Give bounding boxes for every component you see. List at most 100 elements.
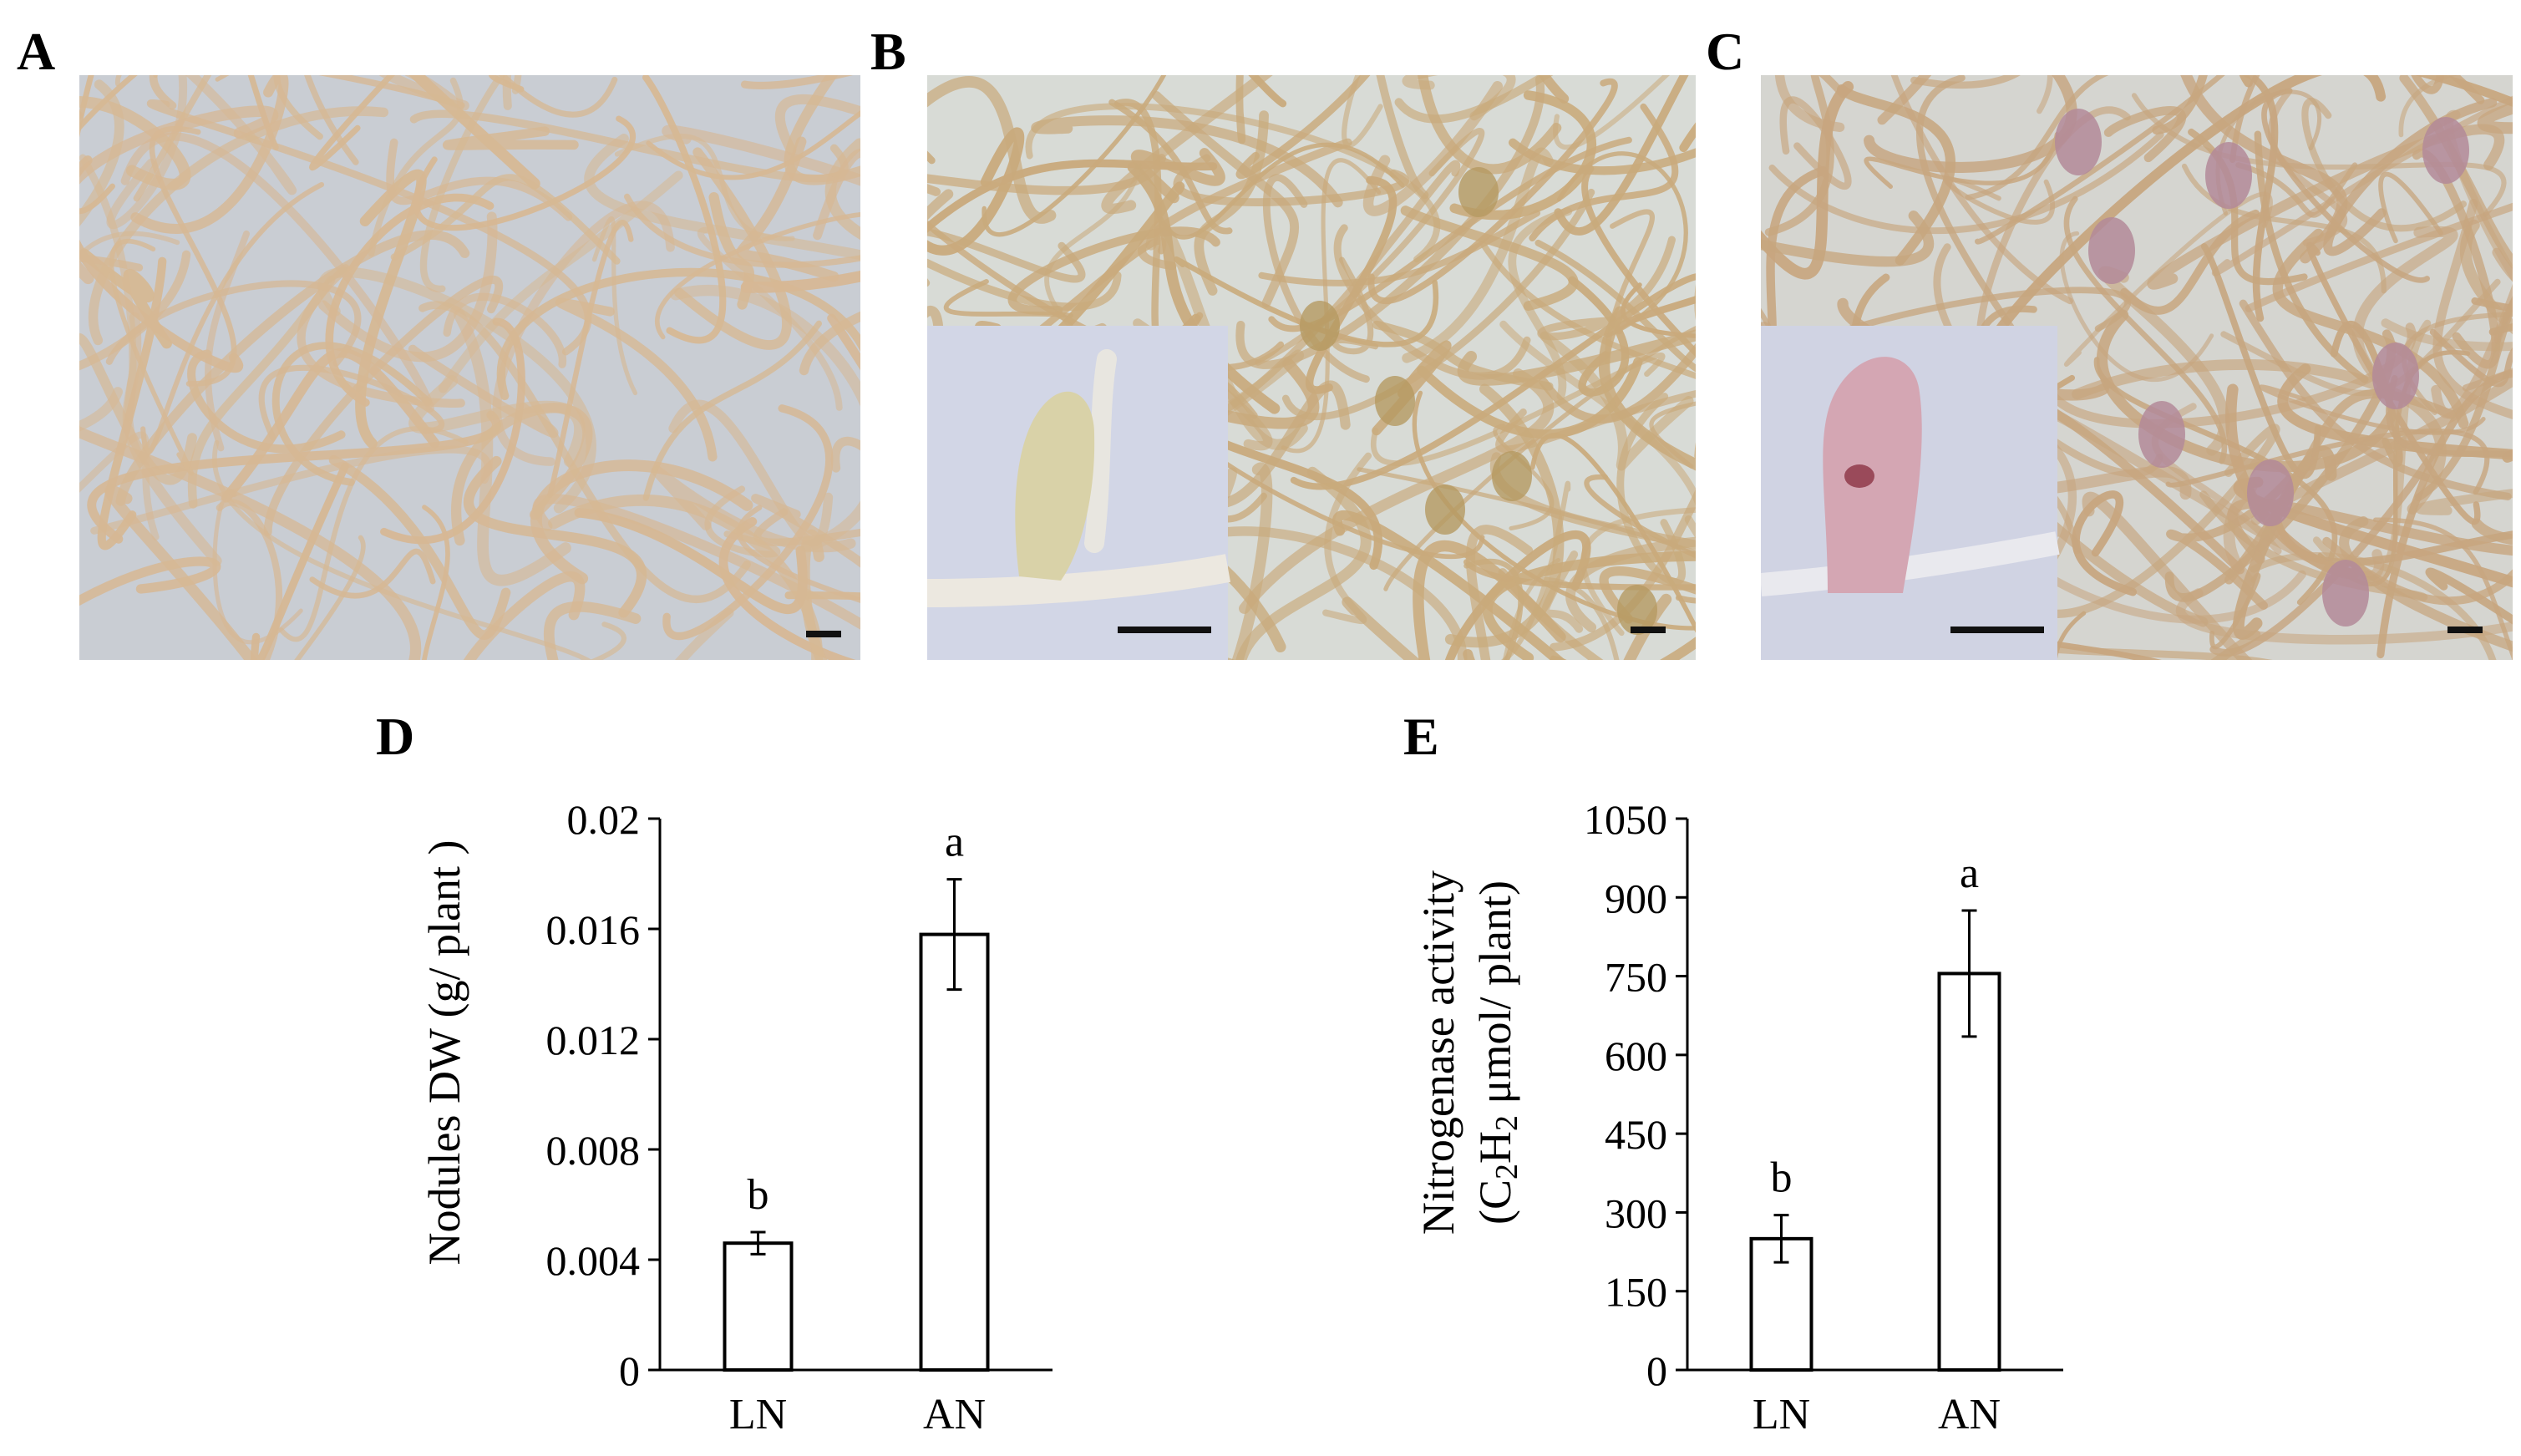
root-strand (2411, 75, 2485, 104)
root-strand (1584, 474, 1696, 559)
root-strand (1372, 340, 1452, 436)
root-strand (740, 75, 854, 89)
chart-nodules-dw: Nodules DW (g/ plant ) 0 0.004 0.008 0.012 0… (419, 796, 1053, 1438)
root-strand (2381, 318, 2513, 352)
root-strand (1550, 489, 1696, 652)
root-strand (1479, 241, 1696, 379)
root-strand (408, 75, 540, 190)
root-strand (1394, 75, 1554, 124)
nodule (2205, 142, 2252, 209)
root-strand (79, 424, 421, 660)
root-strand (1621, 282, 1696, 338)
root-strand (548, 494, 823, 660)
bar-ln (723, 1241, 794, 1372)
root-strand (2429, 328, 2513, 388)
root-strand (130, 75, 289, 234)
nodule (1425, 484, 1465, 535)
root-strand (1402, 75, 1516, 121)
root-strand (1322, 452, 1372, 625)
significance-letter: a (945, 819, 964, 866)
y-tick-label: 0 (1646, 1347, 1667, 1394)
root-strand (2339, 516, 2513, 652)
nodule (2372, 342, 2419, 409)
root-strand (79, 96, 191, 190)
nodule (2422, 117, 2469, 184)
root-strand (1649, 401, 1696, 469)
root-strand (591, 216, 638, 396)
root-strand (2232, 445, 2337, 640)
root-strand (79, 387, 123, 432)
root-strand (1761, 211, 1935, 267)
nodule (1617, 585, 1657, 635)
y-tick-label: 1050 (1584, 796, 1667, 843)
root-strand (97, 256, 167, 550)
root-strand (1556, 151, 1688, 338)
root-strand (1044, 162, 1142, 375)
root-strand (2415, 489, 2513, 515)
root-strand (662, 124, 860, 186)
root-strand (740, 271, 860, 293)
root-strand (1615, 296, 1696, 335)
root-strand (927, 76, 1057, 224)
root-strand (927, 228, 1086, 287)
root-strand (216, 499, 283, 660)
root-strand (927, 305, 944, 357)
nodule (1300, 301, 1340, 351)
root-strand (1262, 174, 1370, 383)
nodule (2322, 560, 2369, 627)
nodule (1458, 167, 1499, 217)
root-strand (655, 212, 860, 340)
root-strand (1101, 75, 1273, 215)
root-strand (1007, 226, 1220, 316)
root-strand (1108, 99, 1233, 235)
significance-letter: b (748, 1171, 769, 1219)
root-strand (2477, 102, 2513, 134)
root-strand (1367, 78, 1618, 304)
root-strand (1502, 557, 1560, 660)
nodule (2247, 459, 2294, 526)
y-tick-label: 0.008 (546, 1127, 641, 1174)
root-strand (386, 138, 573, 221)
root-strand (1290, 273, 1696, 490)
root-strand (419, 75, 522, 292)
root-strand (1444, 383, 1565, 648)
root-strand (590, 621, 626, 660)
root-strand (2096, 309, 2397, 473)
root-strand (651, 465, 856, 553)
root-strand (2200, 243, 2321, 479)
root-strand (304, 75, 359, 165)
root-strand (1890, 75, 2073, 305)
nodule (2055, 109, 2102, 175)
root-strand (2398, 75, 2458, 138)
root-strand (830, 436, 860, 473)
root-strand (1400, 205, 1579, 312)
root-strand (79, 105, 279, 285)
root-strand (294, 535, 366, 660)
y-tick-label: 0.004 (546, 1237, 641, 1284)
root-strand (2120, 209, 2260, 315)
y-tick-label: 900 (1605, 875, 1667, 921)
root-strand (1761, 166, 1828, 412)
photo-panel-c (1761, 75, 2513, 660)
root-strand (2176, 588, 2513, 645)
scale-bar-c (2447, 627, 2483, 633)
panel-label-c: C (1706, 22, 1745, 81)
x-tick-label: LN (1753, 1391, 1810, 1438)
y-axis-label: Nodules DW (g/ plant ) (419, 840, 469, 1266)
root-strand (187, 349, 346, 454)
root-strand (1463, 558, 1524, 660)
root-strand (88, 106, 389, 346)
root-strand (584, 134, 860, 261)
nodule (2138, 401, 2185, 468)
root-strand (1333, 224, 1531, 380)
root-strand (1235, 75, 1246, 145)
root-strand (250, 463, 349, 660)
root-strand (105, 280, 362, 367)
root-strand (2245, 202, 2513, 312)
root-strand (2425, 567, 2513, 625)
root-strand (454, 309, 571, 586)
root-strand (675, 607, 734, 660)
root-strand (2432, 199, 2513, 419)
root-strand (1235, 75, 1371, 180)
root-strand (646, 109, 860, 180)
